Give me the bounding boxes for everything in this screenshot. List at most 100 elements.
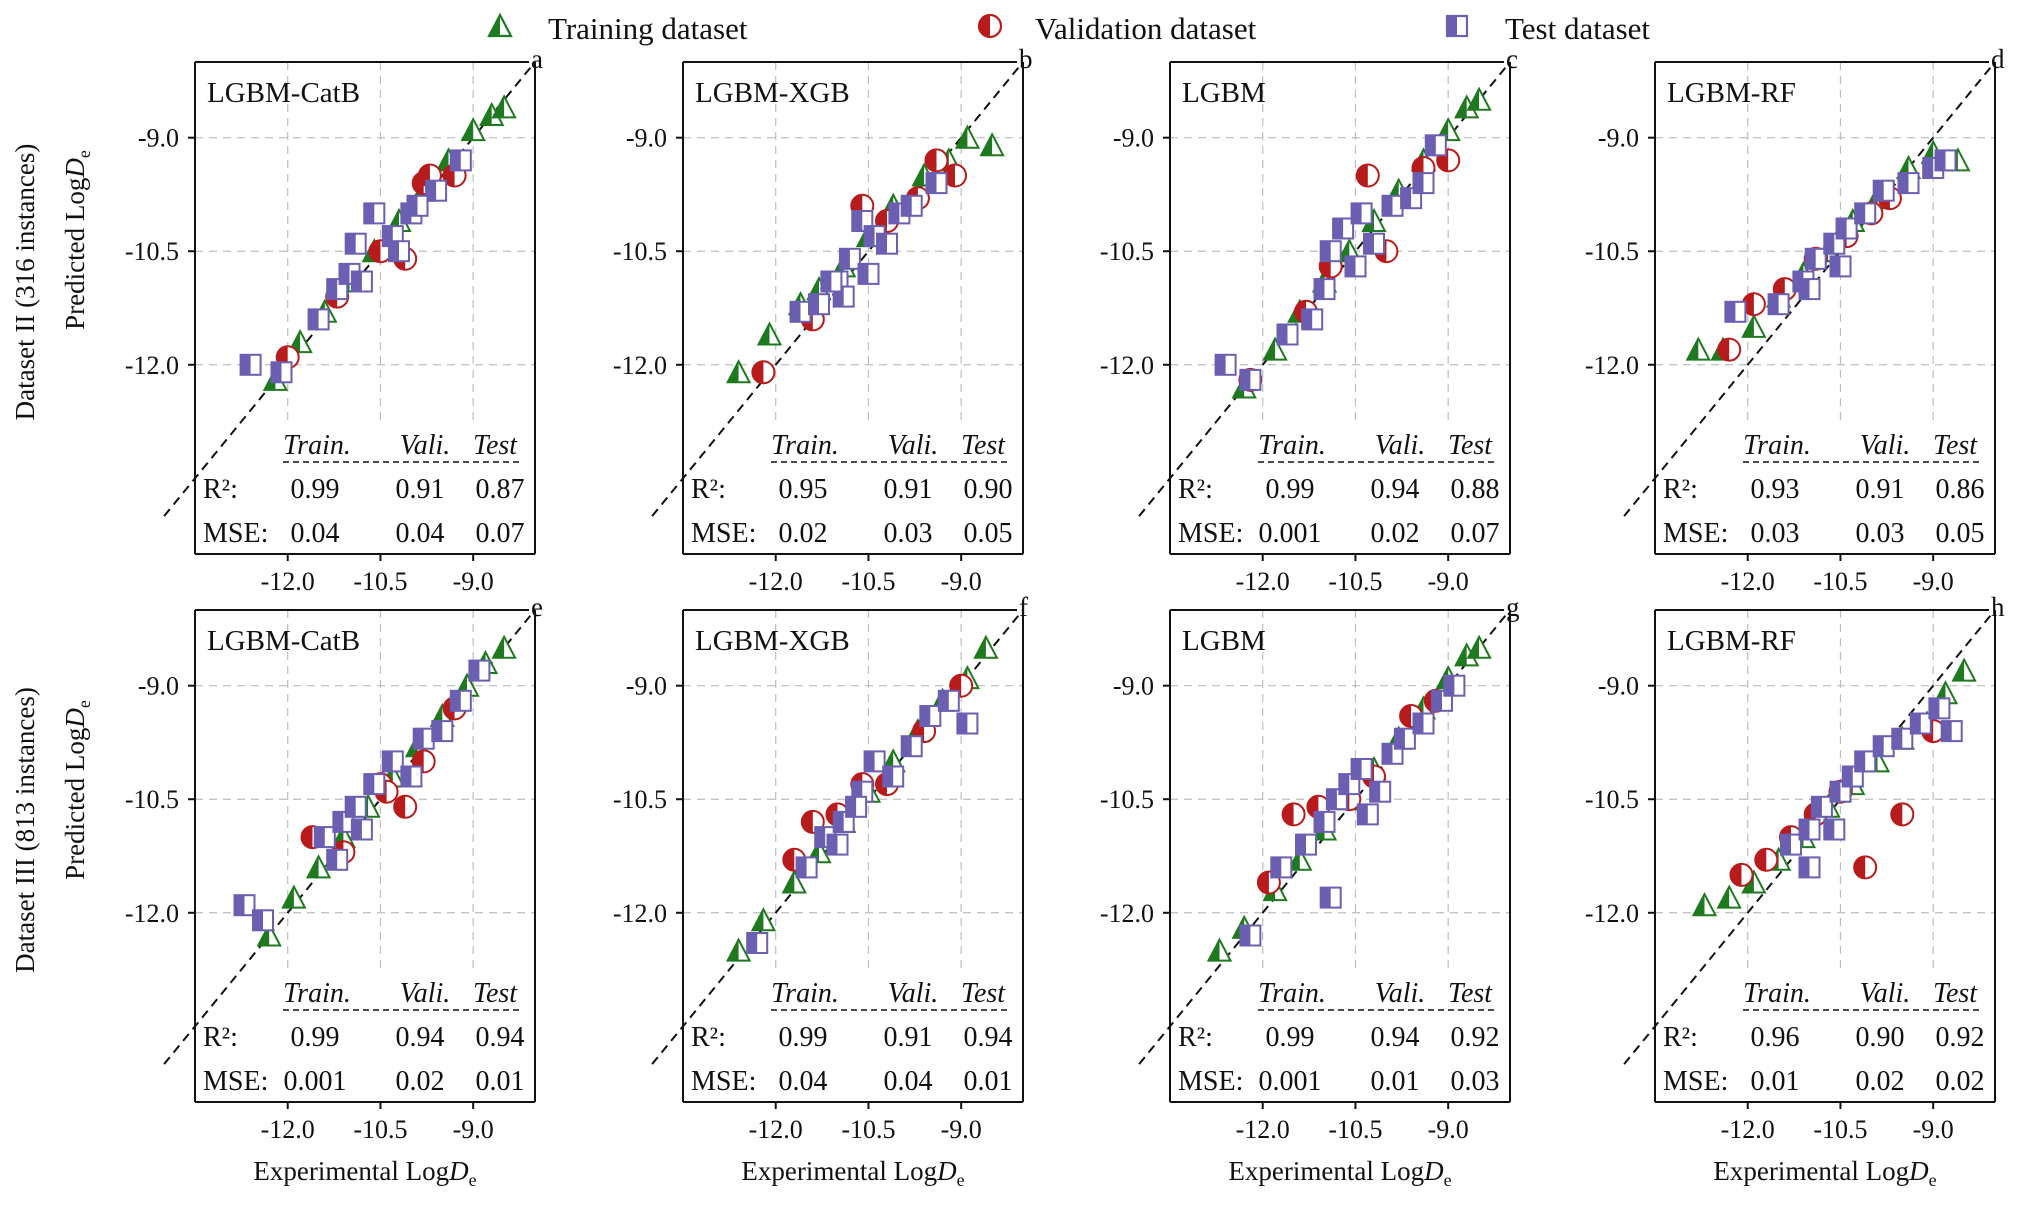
metric-header: Vali. [1375,978,1426,1009]
square-fill [327,849,338,870]
panel-c: -9.0 -10.5 -12.0 -12.0 -10.5 -9.0 c LGBM Train. V… [1100,44,1518,596]
y-tick-label: -12.0 [1585,899,1639,928]
square-fill [1873,180,1884,201]
y-tick-label: -12.0 [1100,899,1154,928]
test-point [1909,712,1932,735]
r2-label: R²: [691,1022,726,1053]
training-point [1741,313,1767,338]
square-fill [747,933,758,953]
test-point [1332,217,1355,240]
square-fill [351,819,362,840]
r2-label: R²: [1178,1022,1213,1053]
test-point [838,247,861,270]
square-fill [1302,309,1313,330]
square-fill [1425,135,1436,156]
y-tick-label: -9.0 [138,124,179,153]
square-fill [864,226,875,247]
square-fill [339,263,350,284]
square-fill [957,713,968,734]
square-fill [1842,766,1853,787]
legend-test-label: Test dataset [1505,11,1650,46]
r2-value: 0.94 [1371,1022,1420,1053]
r2-value: 0.92 [1451,1022,1500,1053]
circle-fill [1891,803,1903,826]
x-tick-label: -9.0 [941,567,982,596]
square-fill [1836,218,1847,239]
test-point [425,179,448,202]
square-fill [1910,713,1921,734]
circle-fill [1730,863,1742,886]
r2-value: 0.96 [1751,1022,1800,1053]
mse-value: 0.05 [964,518,1013,549]
mse-value: 0.01 [964,1066,1013,1097]
circle-fill [783,848,795,871]
triangle-fill [462,119,474,141]
triangle-fill [307,856,319,878]
metric-header: Vali. [1860,978,1911,1009]
square-fill [1413,173,1424,194]
triangle-fill [1455,96,1467,118]
metric-header: Test [1448,978,1493,1009]
metric-header: Test [1933,430,1978,461]
square-fill [827,834,838,855]
test-point [857,262,880,285]
mse-value: 0.04 [396,518,445,549]
y-axis-label-row2: Predicted LogDe [60,700,94,880]
x-tick-label: -10.5 [841,567,895,596]
triangle-fill [1687,338,1699,360]
mse-value: 0.04 [779,1066,828,1097]
square-fill [1370,781,1381,802]
r2-value: 0.99 [779,1022,828,1053]
square-fill [1351,203,1362,224]
test-point [1823,818,1846,841]
test-point [1934,149,1957,172]
test-point [307,308,330,331]
test-point [1810,795,1833,818]
metric-header: Train. [1743,430,1811,461]
test-point [1356,803,1379,826]
square-fill [1326,789,1337,810]
square-fill [1215,354,1226,375]
square-fill [852,781,863,802]
panel-title: LGBM [1182,625,1266,657]
panel-letter: c [1506,44,1518,74]
validation-point [1717,337,1742,362]
r2-label: R²: [691,474,726,505]
legend: Training dataset Validation dataset Test… [487,11,1650,46]
square-fill [833,811,844,832]
test-point [326,848,349,871]
circle-fill [1282,803,1294,826]
metric-header: Vali. [888,978,939,1009]
test-point [468,659,491,682]
square-fill [858,263,869,284]
y-tick-label: -10.5 [1585,785,1639,814]
validation-point [1729,862,1754,887]
mse-label: MSE: [203,1066,268,1097]
triangle-fill [1468,88,1480,110]
r2-value: 0.99 [1266,1022,1315,1053]
test-point [1214,353,1237,376]
square-fill [1805,248,1816,269]
square-fill [1240,369,1251,390]
test-point [1928,697,1951,720]
training-point [1691,892,1718,917]
square-fill [345,796,356,817]
y-tick-label: -9.0 [626,672,667,701]
square-fill [1432,690,1442,711]
test-point [1270,856,1293,879]
square-fill [240,354,251,375]
r2-value: 0.94 [396,1022,445,1053]
metric-header: Test [1448,430,1493,461]
r2-label: R²: [1663,1022,1698,1053]
mse-label: MSE: [691,518,756,549]
square-fill [790,301,801,322]
mse-label: MSE: [691,1066,756,1097]
x-tick-label: -9.0 [1913,1115,1954,1144]
square-fill [401,203,412,224]
test-point [1780,833,1802,856]
test-point [1344,255,1367,278]
mse-value: 0.04 [291,518,340,549]
r2-value: 0.91 [884,1022,933,1053]
test-point [1412,712,1435,735]
